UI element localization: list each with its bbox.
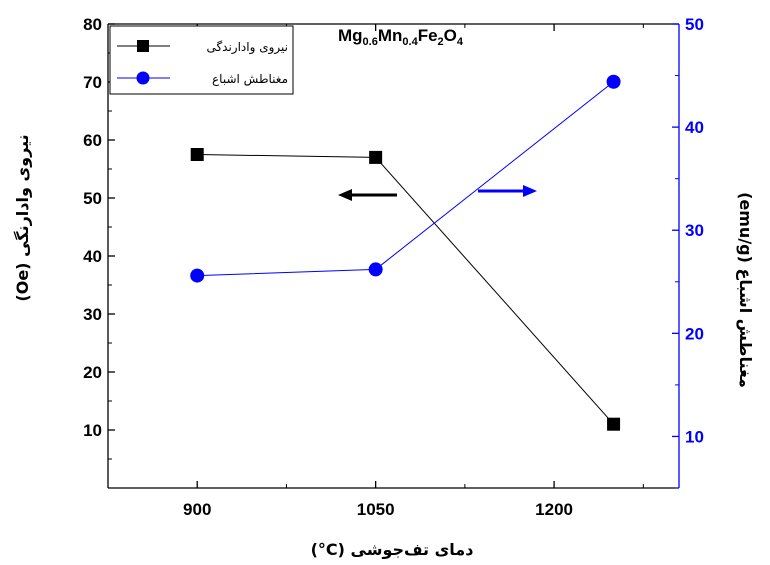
- right-axis-arrow: [478, 185, 537, 197]
- data-point-square: [607, 417, 621, 431]
- left-tick-label: 20: [83, 363, 102, 382]
- x-tick-label: 1200: [535, 500, 573, 519]
- chart-title: Mg0.6Mn0.4Fe2O4: [338, 26, 464, 48]
- left-y-axis-title: (Oe) نیروی وادارنگی: [13, 134, 32, 301]
- series-line-1: [197, 81, 614, 277]
- legend-marker-circle: [136, 71, 150, 85]
- legend-label-coercivity: نیروی وادارندگی: [206, 40, 288, 55]
- right-y-ticks: 10 20 30 40 50: [672, 15, 704, 489]
- series-layer: [190, 74, 621, 431]
- left-y-ticks: 10 20 30 40 50 60 70 80: [83, 15, 115, 460]
- right-tick-label: 10: [685, 427, 704, 446]
- legend-marker-square: [137, 40, 149, 52]
- left-tick-label: 80: [83, 15, 102, 34]
- left-tick-label: 40: [83, 247, 102, 266]
- data-point-square: [369, 150, 383, 164]
- legend-label-saturation: مغناطش اشباع: [212, 72, 288, 87]
- x-tick-label: 900: [183, 500, 211, 519]
- left-axis-arrow: [338, 189, 397, 201]
- left-tick-label: 60: [83, 131, 102, 150]
- right-tick-label: 30: [685, 221, 704, 240]
- right-tick-label: 50: [685, 15, 704, 34]
- data-point-square: [190, 148, 204, 161]
- right-tick-label: 20: [685, 324, 704, 343]
- left-tick-label: 10: [83, 421, 102, 440]
- x-ticks: 900 1050 1200: [183, 24, 644, 519]
- data-point-circle: [190, 268, 205, 283]
- legend: نیروی وادارندگی مغناطش اشباع: [109, 25, 294, 95]
- data-point-circle: [606, 74, 621, 89]
- x-axis-title: (°C) دمای تف‌جوشی: [311, 540, 474, 559]
- left-tick-label: 50: [83, 189, 102, 208]
- left-tick-label: 30: [83, 305, 102, 324]
- series-line-0: [197, 154, 614, 425]
- right-tick-label: 40: [685, 118, 704, 137]
- left-tick-label: 70: [83, 73, 102, 92]
- right-y-axis-title: (emu/g) مغناطش اشباع: [736, 192, 755, 388]
- data-point-circle: [368, 262, 383, 277]
- x-tick-label: 1050: [357, 500, 395, 519]
